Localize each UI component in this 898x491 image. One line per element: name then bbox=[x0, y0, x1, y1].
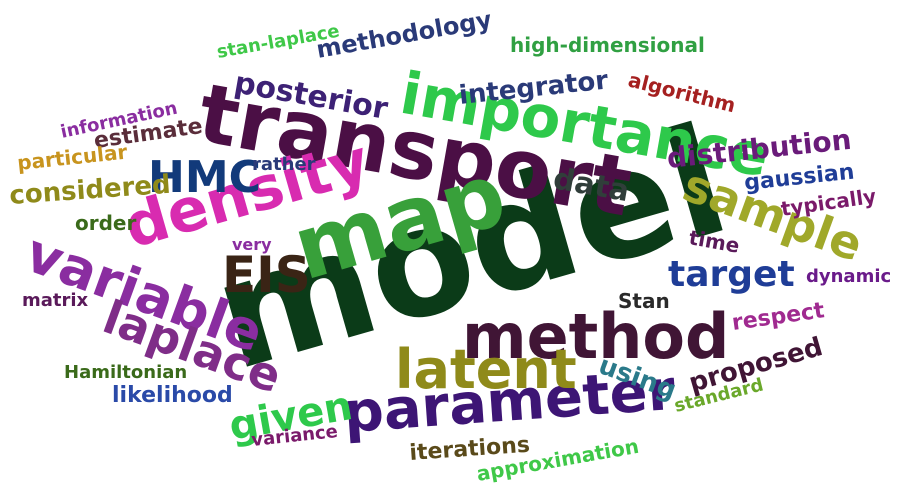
word-target: target bbox=[668, 254, 795, 295]
word-eis: EIS bbox=[222, 246, 311, 304]
word-hamiltonian: Hamiltonian bbox=[64, 362, 187, 383]
word-dynamic: dynamic bbox=[806, 266, 891, 287]
word-very: very bbox=[232, 235, 272, 254]
word-respect: respect bbox=[730, 298, 826, 336]
word-particular: particular bbox=[16, 140, 128, 175]
word-method: method bbox=[462, 300, 729, 373]
word-methodology: methodology bbox=[314, 5, 494, 63]
word-order: order bbox=[75, 211, 136, 235]
word-rather: rather bbox=[252, 154, 316, 175]
word-stan: Stan bbox=[618, 289, 670, 313]
word-matrix: matrix bbox=[22, 290, 89, 311]
word-high-dimensional: high-dimensional bbox=[510, 33, 705, 57]
word-latent: latent bbox=[395, 338, 577, 401]
word-hmc: HMC bbox=[148, 152, 261, 203]
word-likelihood: likelihood bbox=[112, 383, 233, 408]
